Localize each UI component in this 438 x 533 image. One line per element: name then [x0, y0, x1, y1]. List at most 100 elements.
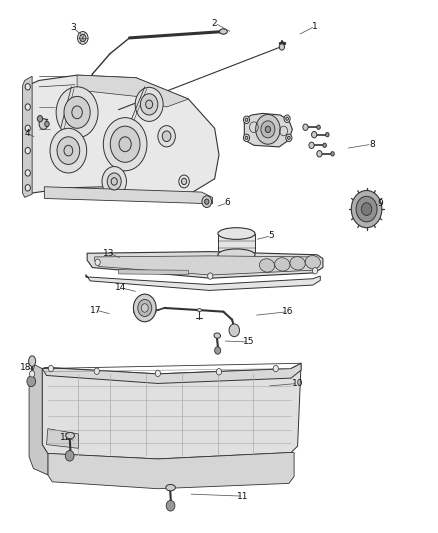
- Ellipse shape: [218, 249, 255, 261]
- Circle shape: [80, 34, 86, 42]
- Circle shape: [56, 87, 98, 138]
- Polygon shape: [86, 274, 320, 290]
- Circle shape: [317, 125, 320, 130]
- Circle shape: [141, 94, 158, 115]
- Text: 2: 2: [212, 19, 217, 28]
- Ellipse shape: [259, 259, 275, 272]
- Circle shape: [48, 366, 53, 372]
- Circle shape: [244, 134, 250, 142]
- Circle shape: [25, 84, 30, 90]
- Circle shape: [39, 119, 48, 130]
- Circle shape: [94, 368, 99, 374]
- Circle shape: [25, 169, 30, 176]
- Text: 16: 16: [282, 307, 294, 316]
- Circle shape: [155, 370, 160, 376]
- Ellipse shape: [166, 484, 175, 491]
- Circle shape: [78, 31, 88, 44]
- Circle shape: [208, 273, 213, 279]
- Polygon shape: [87, 252, 323, 278]
- Text: 8: 8: [369, 140, 374, 149]
- Circle shape: [37, 116, 42, 122]
- Text: 1: 1: [312, 22, 318, 31]
- Circle shape: [64, 96, 90, 128]
- Circle shape: [279, 44, 285, 50]
- Text: 6: 6: [225, 198, 231, 207]
- Circle shape: [309, 142, 314, 149]
- Ellipse shape: [28, 356, 35, 367]
- Circle shape: [181, 178, 187, 184]
- Circle shape: [216, 368, 222, 375]
- Text: 10: 10: [292, 379, 304, 388]
- Ellipse shape: [214, 333, 220, 338]
- Circle shape: [284, 115, 290, 123]
- Circle shape: [229, 324, 240, 337]
- Circle shape: [311, 132, 317, 138]
- Circle shape: [29, 370, 35, 377]
- Polygon shape: [244, 114, 292, 147]
- Ellipse shape: [197, 309, 201, 312]
- Circle shape: [25, 184, 30, 191]
- Circle shape: [50, 128, 87, 173]
- Circle shape: [351, 190, 382, 228]
- Circle shape: [45, 122, 49, 127]
- Ellipse shape: [218, 228, 255, 239]
- Circle shape: [134, 294, 156, 322]
- Circle shape: [102, 166, 127, 196]
- Text: 13: 13: [103, 249, 115, 258]
- Circle shape: [256, 115, 280, 144]
- Circle shape: [110, 126, 140, 163]
- Circle shape: [245, 136, 248, 140]
- Polygon shape: [46, 429, 78, 448]
- Circle shape: [356, 196, 377, 222]
- Circle shape: [312, 268, 318, 274]
- Circle shape: [202, 196, 212, 207]
- Circle shape: [141, 304, 148, 312]
- Circle shape: [286, 134, 292, 142]
- Ellipse shape: [219, 29, 227, 34]
- Ellipse shape: [290, 257, 305, 270]
- Circle shape: [111, 177, 117, 185]
- Text: 15: 15: [243, 337, 254, 346]
- Polygon shape: [22, 76, 32, 197]
- Circle shape: [323, 143, 326, 148]
- Circle shape: [361, 203, 372, 215]
- Polygon shape: [218, 233, 255, 255]
- Circle shape: [215, 347, 221, 354]
- Circle shape: [138, 300, 152, 317]
- Circle shape: [25, 104, 30, 110]
- Text: 17: 17: [90, 305, 102, 314]
- Circle shape: [25, 125, 30, 132]
- Text: 12: 12: [60, 433, 71, 442]
- Polygon shape: [95, 256, 318, 275]
- Circle shape: [162, 131, 171, 142]
- Ellipse shape: [66, 432, 74, 439]
- Circle shape: [57, 137, 80, 165]
- Text: 9: 9: [378, 199, 383, 208]
- Text: 4: 4: [25, 129, 31, 138]
- Polygon shape: [22, 75, 219, 195]
- Circle shape: [135, 87, 163, 122]
- Circle shape: [325, 133, 329, 137]
- Polygon shape: [44, 187, 212, 204]
- Circle shape: [288, 136, 290, 140]
- Circle shape: [244, 116, 250, 124]
- Polygon shape: [29, 365, 48, 475]
- Circle shape: [103, 118, 147, 171]
- Circle shape: [331, 152, 334, 156]
- Circle shape: [25, 148, 30, 154]
- Polygon shape: [42, 364, 301, 383]
- Text: 7: 7: [268, 125, 274, 134]
- Text: 18: 18: [20, 363, 32, 372]
- Circle shape: [166, 500, 175, 511]
- Circle shape: [273, 366, 279, 372]
- Circle shape: [265, 126, 271, 133]
- Circle shape: [205, 199, 209, 204]
- Text: 5: 5: [268, 231, 274, 240]
- Circle shape: [95, 259, 100, 265]
- Circle shape: [303, 124, 308, 131]
- Ellipse shape: [275, 257, 290, 271]
- Circle shape: [286, 117, 288, 120]
- Circle shape: [119, 137, 131, 152]
- Circle shape: [72, 106, 82, 119]
- Circle shape: [65, 450, 74, 461]
